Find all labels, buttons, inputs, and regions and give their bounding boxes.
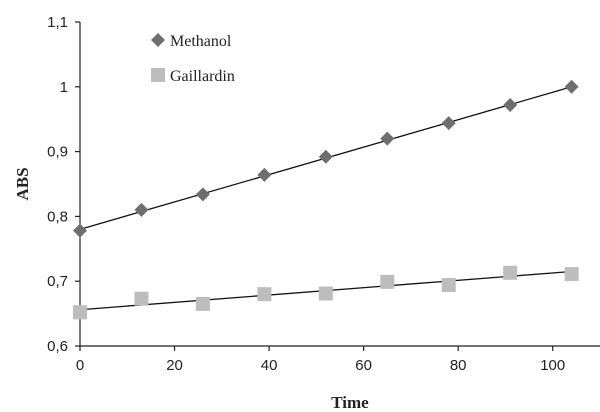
x-axis-title: Time (331, 393, 369, 412)
y-tick-label: 1,1 (47, 14, 68, 31)
data-point-methanol (134, 202, 149, 217)
data-point-gaillardin (318, 286, 333, 301)
data-point-methanol (195, 187, 210, 202)
x-tick-label: 20 (166, 357, 183, 374)
y-tick-label: 0,9 (47, 144, 68, 161)
data-point-methanol (441, 116, 456, 131)
data-point-methanol (257, 167, 272, 182)
data-point-gaillardin (195, 296, 210, 311)
legend-label-gaillardin: Gaillardin (170, 68, 235, 85)
y-tick-label: 1 (60, 79, 68, 96)
legend-marker-gaillardin (151, 68, 165, 82)
x-tick-label: 60 (355, 357, 372, 374)
data-point-gaillardin (73, 305, 87, 320)
y-axis-ticks: 0,6 0,7 0,8 0,9 1 1,1 (47, 14, 80, 355)
x-axis-ticks: 0 20 40 60 80 100 (76, 346, 565, 374)
x-tick-label: 80 (450, 357, 467, 374)
legend: Methanol Gaillardin (151, 33, 235, 85)
y-tick-label: 0,8 (47, 208, 68, 225)
data-point-methanol (564, 79, 579, 94)
data-point-gaillardin (380, 274, 395, 289)
y-tick-label: 0,7 (47, 273, 68, 290)
data-point-gaillardin (257, 287, 272, 302)
data-point-methanol (380, 131, 395, 146)
y-axis-title: ABS (13, 167, 32, 200)
x-tick-label: 100 (540, 357, 565, 374)
x-tick-label: 40 (261, 357, 278, 374)
trendlines (79, 86, 572, 311)
data-point-methanol (503, 97, 518, 112)
x-tick-label: 0 (76, 357, 84, 374)
legend-label-methanol: Methanol (170, 33, 232, 50)
data-point-gaillardin (564, 267, 579, 282)
data-point-gaillardin (441, 278, 456, 293)
data-point-methanol (318, 149, 333, 164)
data-point-methanol (73, 223, 87, 238)
legend-marker-methanol (151, 33, 165, 47)
y-tick-label: 0,6 (47, 338, 68, 355)
data-point-gaillardin (503, 265, 518, 280)
data-points (73, 79, 579, 320)
data-point-gaillardin (134, 291, 149, 306)
